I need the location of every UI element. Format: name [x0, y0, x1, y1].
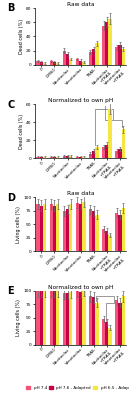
Bar	[108, 235, 112, 252]
Bar	[108, 328, 112, 345]
Title: Normalized to own pH: Normalized to own pH	[48, 98, 113, 103]
Bar	[66, 209, 69, 252]
Bar	[40, 157, 43, 158]
Y-axis label: Living cells (%): Living cells (%)	[16, 299, 21, 336]
Bar	[40, 291, 43, 345]
Bar	[89, 296, 92, 345]
Bar	[102, 319, 105, 345]
Title: Raw data: Raw data	[67, 2, 94, 7]
Y-axis label: Living cells (%): Living cells (%)	[16, 206, 21, 243]
Bar	[69, 59, 72, 65]
Text: C: C	[7, 100, 15, 110]
Bar	[50, 204, 53, 252]
Bar	[37, 204, 40, 252]
Bar	[95, 147, 99, 158]
Bar	[56, 157, 59, 158]
Bar	[76, 59, 79, 65]
Bar	[50, 157, 53, 158]
Bar	[37, 291, 40, 345]
Bar	[118, 303, 122, 345]
Bar	[79, 292, 82, 345]
Bar	[122, 49, 125, 65]
Title: Raw data: Raw data	[67, 191, 94, 196]
Bar	[69, 156, 72, 158]
Bar	[53, 291, 56, 345]
Bar	[105, 322, 108, 345]
Title: Normalized to own pH: Normalized to own pH	[48, 285, 113, 290]
Bar	[50, 291, 53, 345]
Text: B: B	[7, 4, 15, 14]
Bar	[95, 44, 99, 65]
Bar	[79, 204, 82, 252]
Bar	[76, 291, 79, 345]
Y-axis label: Dead cells (%): Dead cells (%)	[19, 19, 24, 54]
Bar	[63, 294, 66, 345]
Bar	[43, 291, 46, 345]
Bar	[63, 156, 66, 158]
Bar	[63, 211, 66, 252]
Bar	[102, 147, 105, 158]
Bar	[89, 154, 92, 158]
Bar	[76, 203, 79, 252]
Bar	[82, 202, 86, 252]
Bar	[115, 212, 118, 252]
Bar	[122, 296, 125, 345]
Bar	[43, 63, 46, 65]
Bar	[105, 145, 108, 158]
Bar	[102, 229, 105, 252]
Bar	[79, 157, 82, 158]
Text: D: D	[7, 193, 15, 203]
Bar	[92, 211, 95, 252]
Bar	[37, 61, 40, 65]
Bar	[76, 157, 79, 158]
Bar	[40, 206, 43, 252]
Bar	[56, 291, 59, 345]
Bar	[92, 297, 95, 345]
Bar	[53, 206, 56, 252]
Bar	[79, 60, 82, 65]
Bar	[82, 62, 86, 65]
Bar	[69, 204, 72, 252]
Bar	[89, 209, 92, 252]
Bar	[40, 62, 43, 65]
Bar	[66, 156, 69, 158]
Bar	[43, 204, 46, 252]
Legend: pH 7.4, pH 7.6 - Adapted, pH 6.5 - Adapted: pH 7.4, pH 7.6 - Adapted, pH 6.5 - Adapt…	[26, 386, 129, 390]
Bar	[66, 54, 69, 65]
Bar	[89, 52, 92, 65]
Bar	[43, 157, 46, 158]
Bar	[95, 215, 99, 252]
Bar	[118, 215, 122, 252]
Bar	[37, 157, 40, 158]
Bar	[105, 22, 108, 65]
Bar	[53, 62, 56, 65]
Bar	[105, 231, 108, 252]
Bar	[122, 208, 125, 252]
Bar	[92, 151, 95, 158]
Bar	[82, 157, 86, 158]
Bar	[56, 63, 59, 65]
Bar	[115, 300, 118, 345]
Bar	[95, 303, 99, 345]
Bar	[92, 49, 95, 65]
Bar	[118, 45, 122, 65]
Bar	[63, 50, 66, 65]
Bar	[82, 290, 86, 345]
Bar	[102, 26, 105, 65]
Bar	[108, 19, 112, 65]
Bar	[56, 204, 59, 252]
Bar	[122, 129, 125, 158]
Text: E: E	[7, 286, 14, 296]
Bar	[108, 108, 112, 158]
Bar	[115, 47, 118, 65]
Bar	[66, 294, 69, 345]
Bar	[115, 151, 118, 158]
Y-axis label: Dead cells (%): Dead cells (%)	[19, 114, 24, 149]
Bar	[50, 61, 53, 65]
Bar	[53, 157, 56, 158]
Bar	[118, 149, 122, 158]
Bar	[69, 292, 72, 345]
